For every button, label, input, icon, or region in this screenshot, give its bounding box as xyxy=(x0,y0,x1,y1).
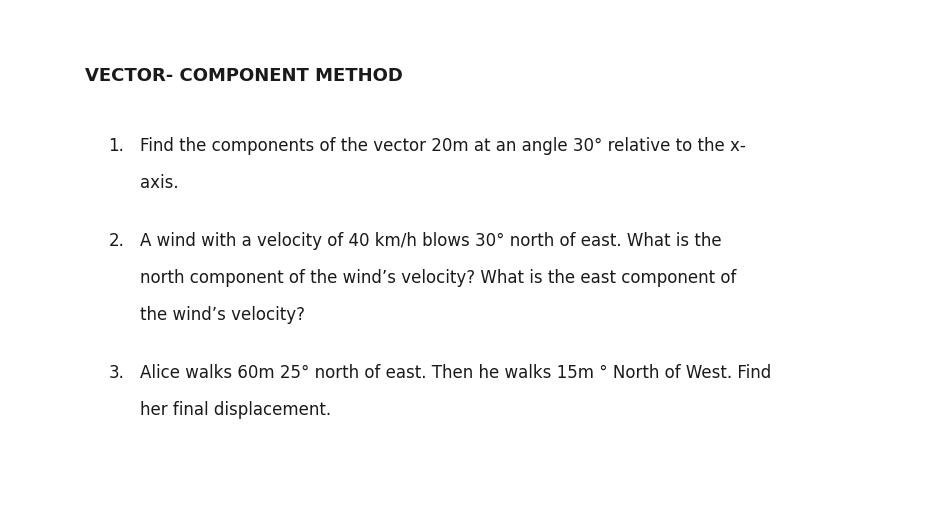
Text: Alice walks 60m 25° north of east. Then he walks 15m ° North of West. Find: Alice walks 60m 25° north of east. Then … xyxy=(140,364,771,382)
Text: Find the components of the vector 20m at an angle 30° relative to the x-: Find the components of the vector 20m at… xyxy=(140,137,746,155)
Text: 2.: 2. xyxy=(109,232,125,250)
Text: axis.: axis. xyxy=(140,174,178,192)
Text: north component of the wind’s velocity? What is the east component of: north component of the wind’s velocity? … xyxy=(140,269,736,287)
Text: the wind’s velocity?: the wind’s velocity? xyxy=(140,306,305,324)
Text: 1.: 1. xyxy=(109,137,125,155)
Text: VECTOR- COMPONENT METHOD: VECTOR- COMPONENT METHOD xyxy=(85,67,403,85)
Text: 3.: 3. xyxy=(109,364,125,382)
Text: A wind with a velocity of 40 km/h blows 30° north of east. What is the: A wind with a velocity of 40 km/h blows … xyxy=(140,232,721,250)
Text: her final displacement.: her final displacement. xyxy=(140,401,330,419)
